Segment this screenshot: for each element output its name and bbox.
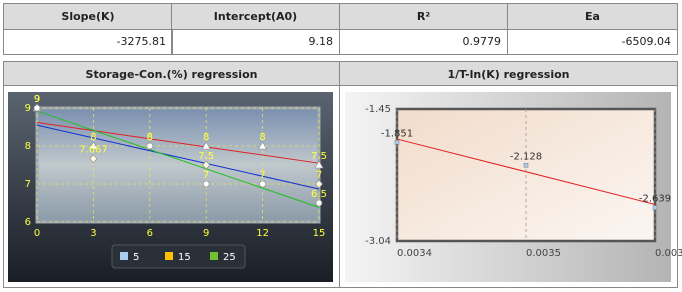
column-header: Slope(K) [3,3,173,30]
data-label: 7.5 [311,151,327,162]
data-label: 9 [34,94,40,105]
panel-title: Storage-Con.(%) regression [3,61,340,86]
x-tick-label: 6 [147,228,153,239]
column-header: R² [339,3,508,30]
trend-line [36,110,320,208]
legend-swatch [120,252,128,260]
data-label: 7.5 [198,151,214,162]
data-label: 8 [259,132,265,143]
data-label: -2.128 [510,151,542,162]
marker [202,180,210,188]
marker [315,199,323,207]
legend-swatch [210,252,218,260]
data-label: 9 [34,94,40,105]
legend-swatch [165,252,173,260]
marker [259,180,266,188]
x-tick-label: 9 [203,228,209,239]
x-tick-label: 3 [90,228,96,239]
data-label: 7 [259,170,265,181]
table-cell: -6509.04 [507,29,678,55]
data-label: 8 [147,132,153,143]
y-tick-label: -3.04 [365,236,391,247]
chart-right: 0.0034 0.0035 0.0036 -1.45 -3.04 -1.851 -2.128… [365,104,682,259]
y-tick-label: 9 [25,103,31,114]
panel [339,85,678,288]
y-tick-label: 6 [25,217,31,228]
data-label: -1.851 [381,128,413,139]
marker [146,142,154,150]
y-tick-label: 8 [25,141,31,152]
marker [88,141,98,150]
legend-label: 5 [133,252,139,263]
legend-label: 25 [223,252,236,263]
marker [33,104,41,112]
x-tick-label: 0.0034 [397,248,432,259]
marker [201,141,211,150]
marker [202,160,211,170]
y-tick-label: 7 [25,179,31,190]
data-label: 8 [203,132,209,143]
marker [394,139,400,145]
x-tick-label: 0.0035 [526,248,561,259]
y-tick-label: -1.45 [365,104,391,115]
marker [314,160,324,169]
data-label: 6.5 [311,189,327,200]
marker [258,141,268,150]
x-tick-label: 12 [256,228,269,239]
legend-box [111,244,246,269]
trend-line [36,124,320,190]
data-label: 7 [316,170,322,181]
marker [89,154,98,164]
x-tick-label: 15 [313,228,326,239]
x-tick-label: 0 [34,228,40,239]
legend-label: 15 [178,252,191,263]
x-tick-label: 0.0036 [655,248,682,259]
trend-line [396,138,656,205]
data-label: 7.667 [79,145,108,156]
marker [523,162,529,168]
marker [652,205,658,211]
data-label: 8 [90,132,96,143]
trend-line [36,121,320,164]
data-label: -2.639 [639,194,671,205]
data-label: 8 [147,132,153,143]
data-label: 9 [34,94,40,105]
data-label: 7 [203,170,209,181]
table-cell: -3275.81 [3,29,173,55]
marker [315,179,323,189]
